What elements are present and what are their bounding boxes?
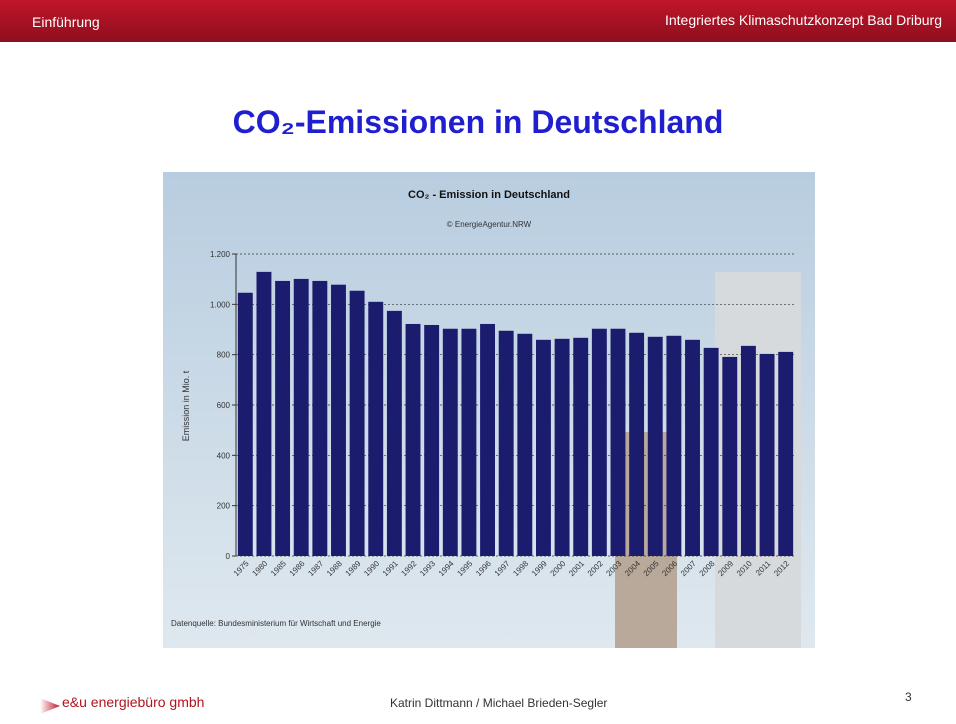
chart-title: CO₂ - Emission in Deutschland: [408, 189, 570, 201]
company: e&u energiebüro gmbh: [62, 694, 204, 710]
y-tick-label: 1.200: [210, 250, 231, 259]
bar: [722, 357, 737, 556]
bar: [387, 311, 402, 556]
bar: [517, 334, 532, 556]
bar: [741, 346, 756, 556]
bar: [760, 354, 775, 556]
bar: [778, 352, 793, 556]
y-tick-label: 0: [226, 552, 231, 561]
bar: [331, 285, 346, 556]
bar: [648, 337, 663, 556]
section: Einführung: [32, 14, 100, 30]
page-number: 3: [905, 690, 912, 704]
bar: [685, 340, 700, 556]
logo: [40, 698, 60, 714]
bar: [480, 324, 495, 556]
bar: [350, 291, 365, 556]
slide-title: CO₂-Emissionen in Deutschland: [0, 104, 956, 141]
bar: [611, 329, 626, 556]
y-tick-label: 400: [217, 451, 231, 460]
y-tick-label: 800: [217, 351, 231, 360]
bar: [406, 324, 421, 556]
bar: [443, 329, 458, 556]
bar: [294, 279, 309, 556]
bar: [555, 339, 570, 556]
bar: [312, 281, 327, 556]
authors: Katrin Dittmann / Michael Brieden-Segler: [390, 696, 607, 710]
project: Integriertes Klimaschutzkonzept Bad Drib…: [665, 12, 942, 28]
bar: [573, 338, 588, 556]
bar: [592, 329, 607, 556]
bar: [536, 340, 551, 556]
bar: [424, 325, 439, 556]
bar: [238, 293, 253, 556]
bar: [629, 333, 644, 556]
chart-subtitle: © EnergieAgentur.NRW: [447, 220, 532, 229]
y-tick-label: 1.000: [210, 300, 231, 309]
y-tick-label: 200: [217, 502, 231, 511]
header-bar: Einführung Integriertes Klimaschutzkonze…: [0, 0, 956, 42]
slide: Einführung Integriertes Klimaschutzkonze…: [0, 0, 956, 724]
bar: [704, 348, 719, 556]
bar: [461, 329, 476, 556]
bar: [256, 272, 271, 556]
source: Datenquelle: Bundesministerium für Wirts…: [171, 619, 381, 628]
y-tick-label: 600: [217, 401, 231, 410]
bar: [499, 331, 514, 556]
bar: [666, 336, 681, 556]
bar: [368, 302, 383, 556]
y-axis-label: Emission in Mio. t: [181, 370, 191, 441]
bar: [275, 281, 290, 556]
chart: CO₂ - Emission in Deutschland © EnergieA…: [163, 172, 815, 648]
